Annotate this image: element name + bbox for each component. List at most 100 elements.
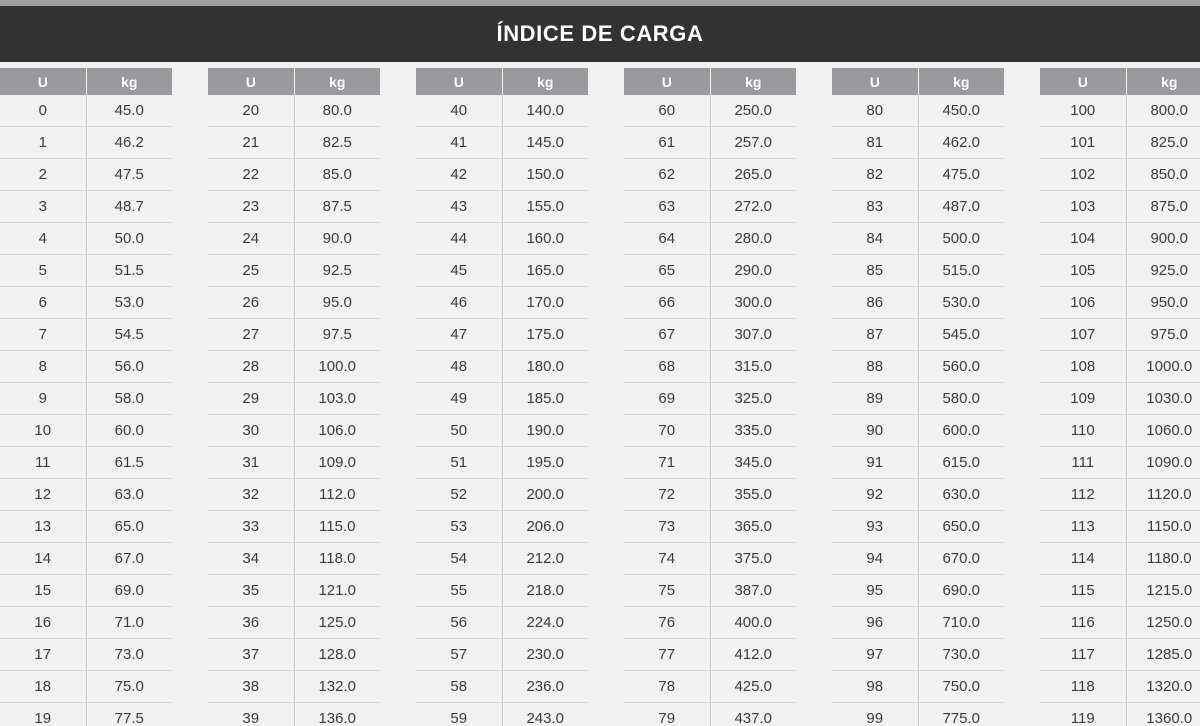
cell-kg: 180.0: [501, 351, 588, 382]
table-body: 20 80.0 21 82.5 22 85.0 23 87.5 24 90.0 25 92.5 26 95…: [208, 95, 380, 726]
table-row: 33 115.0: [208, 511, 380, 543]
cell-kg: 290.0: [709, 255, 796, 286]
cell-kg: 170.0: [501, 287, 588, 318]
cell-kg: 1180.0: [1125, 543, 1200, 574]
table-row: 21 82.5: [208, 127, 380, 159]
cell-load-index: 80: [832, 95, 918, 126]
table-body: 60 250.0 61 257.0 62 265.0 63 272.0 64 280.0 65 290…: [624, 95, 796, 726]
table-row: 47 175.0: [416, 319, 588, 351]
table-row: 69 325.0: [624, 383, 796, 415]
cell-load-index: 36: [208, 607, 294, 638]
table-row: 68 315.0: [624, 351, 796, 383]
cell-load-index: 5: [0, 255, 86, 286]
cell-load-index: 17: [0, 639, 86, 670]
table-row: 96 710.0: [832, 607, 1004, 639]
cell-load-index: 114: [1040, 543, 1126, 574]
table-row: 20 80.0: [208, 95, 380, 127]
table-row: 109 1030.0: [1040, 383, 1200, 415]
table-row: 84 500.0: [832, 223, 1004, 255]
cell-load-index: 59: [416, 703, 502, 726]
cell-load-index: 77: [624, 639, 710, 670]
cell-kg: 400.0: [709, 607, 796, 638]
cell-kg: 100.0: [293, 351, 380, 382]
cell-load-index: 12: [0, 479, 86, 510]
cell-load-index: 11: [0, 447, 86, 478]
cell-load-index: 10: [0, 415, 86, 446]
cell-kg: 375.0: [709, 543, 796, 574]
cell-load-index: 44: [416, 223, 502, 254]
table-row: 9 58.0: [0, 383, 172, 415]
cell-kg: 112.0: [293, 479, 380, 510]
table-row: 77 412.0: [624, 639, 796, 671]
cell-load-index: 79: [624, 703, 710, 726]
cell-kg: 77.5: [85, 703, 172, 726]
table-row: 0 45.0: [0, 95, 172, 127]
cell-kg: 190.0: [501, 415, 588, 446]
table-row: 89 580.0: [832, 383, 1004, 415]
cell-kg: 1090.0: [1125, 447, 1200, 478]
cell-kg: 103.0: [293, 383, 380, 414]
table-row: 55 218.0: [416, 575, 588, 607]
cell-kg: 218.0: [501, 575, 588, 606]
cell-load-index: 73: [624, 511, 710, 542]
table-row: 98 750.0: [832, 671, 1004, 703]
table-row: 15 69.0: [0, 575, 172, 607]
cell-kg: 600.0: [917, 415, 1004, 446]
table-row: 72 355.0: [624, 479, 796, 511]
cell-load-index: 108: [1040, 351, 1126, 382]
table-row: 59 243.0: [416, 703, 588, 726]
table-row: 82 475.0: [832, 159, 1004, 191]
cell-kg: 690.0: [917, 575, 1004, 606]
cell-kg: 224.0: [501, 607, 588, 638]
table-row: 94 670.0: [832, 543, 1004, 575]
table-row: 119 1360.0: [1040, 703, 1200, 726]
cell-load-index: 116: [1040, 607, 1126, 638]
cell-kg: 487.0: [917, 191, 1004, 222]
cell-load-index: 75: [624, 575, 710, 606]
cell-kg: 387.0: [709, 575, 796, 606]
cell-load-index: 90: [832, 415, 918, 446]
table-row: 78 425.0: [624, 671, 796, 703]
top-accent-strip: [0, 0, 1200, 6]
cell-load-index: 74: [624, 543, 710, 574]
cell-kg: 175.0: [501, 319, 588, 350]
table-row: 66 300.0: [624, 287, 796, 319]
cell-load-index: 101: [1040, 127, 1126, 158]
cell-kg: 615.0: [917, 447, 1004, 478]
table-row: 87 545.0: [832, 319, 1004, 351]
cell-load-index: 78: [624, 671, 710, 702]
cell-kg: 236.0: [501, 671, 588, 702]
table-body: 80 450.0 81 462.0 82 475.0 83 487.0 84 500.0 85 515…: [832, 95, 1004, 726]
table-row: 45 165.0: [416, 255, 588, 287]
column-header-u: U: [624, 68, 710, 95]
table-row: 65 290.0: [624, 255, 796, 287]
cell-kg: 272.0: [709, 191, 796, 222]
column-header-u: U: [832, 68, 918, 95]
cell-load-index: 15: [0, 575, 86, 606]
cell-load-index: 111: [1040, 447, 1126, 478]
table-row: 118 1320.0: [1040, 671, 1200, 703]
cell-kg: 136.0: [293, 703, 380, 726]
cell-load-index: 96: [832, 607, 918, 638]
table-row: 91 615.0: [832, 447, 1004, 479]
cell-load-index: 29: [208, 383, 294, 414]
cell-kg: 155.0: [501, 191, 588, 222]
cell-kg: 580.0: [917, 383, 1004, 414]
table-row: 108 1000.0: [1040, 351, 1200, 383]
cell-load-index: 56: [416, 607, 502, 638]
cell-kg: 128.0: [293, 639, 380, 670]
cell-kg: 212.0: [501, 543, 588, 574]
cell-load-index: 115: [1040, 575, 1126, 606]
table-body: 100 800.0 101 825.0 102 850.0 103 875.0 104 900.0…: [1040, 95, 1200, 726]
cell-kg: 230.0: [501, 639, 588, 670]
cell-kg: 1250.0: [1125, 607, 1200, 638]
table-row: 40 140.0: [416, 95, 588, 127]
table-row: 32 112.0: [208, 479, 380, 511]
